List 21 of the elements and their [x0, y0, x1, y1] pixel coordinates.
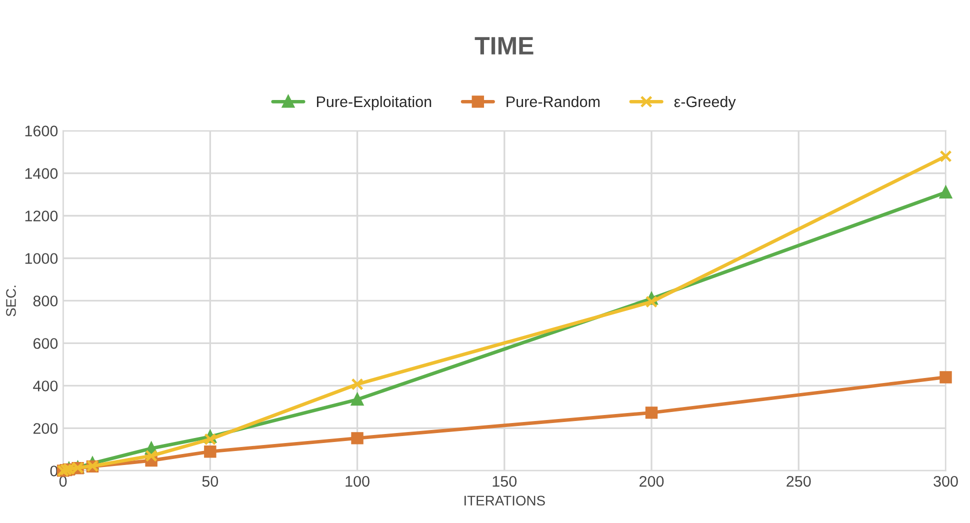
y-tick-label: 200	[33, 423, 58, 434]
legend-label: ε-Greedy	[674, 96, 736, 110]
chart-title: TIME	[474, 37, 534, 54]
x-tick-label: 250	[786, 476, 811, 487]
legend-label: Pure-Random	[506, 96, 600, 108]
x-axis-title: ITERATIONS	[464, 496, 545, 506]
y-tick-label: 600	[33, 338, 58, 349]
x-tick-label: 200	[640, 476, 664, 487]
y-tick-label: 800	[33, 296, 58, 306]
x-tick-label: 150	[492, 476, 517, 487]
y-tick-label: 1400	[25, 168, 58, 179]
x-tick-label: 0	[59, 476, 67, 487]
x-tick-label: 100	[346, 476, 370, 487]
y-tick-label: 1000	[25, 253, 58, 264]
y-tick-label: 1200	[25, 210, 58, 222]
y-tick-label: 1600	[25, 126, 58, 136]
y-tick-label: 400	[33, 380, 58, 392]
y-axis-title: SEC.	[6, 286, 16, 316]
x-tick-label: 50	[202, 476, 218, 487]
x-tick-label: 300	[934, 476, 958, 487]
legend-label: Pure-Exploitation	[316, 96, 432, 110]
